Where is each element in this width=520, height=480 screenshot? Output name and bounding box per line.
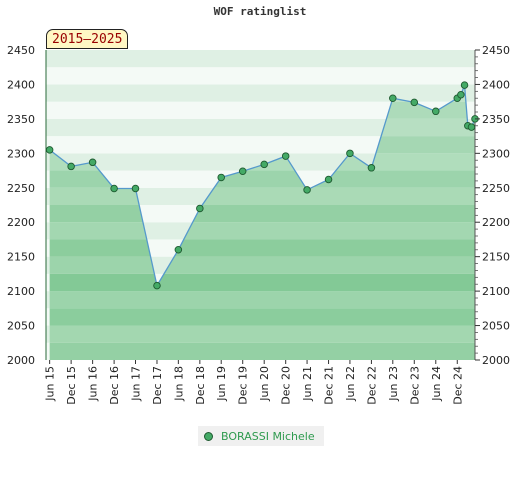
y-tick-label-left: 2100 — [7, 285, 35, 298]
y-tick-label-left: 2200 — [7, 216, 35, 229]
data-point — [410, 98, 419, 107]
y-tick-label-right: 2300 — [482, 147, 510, 160]
y-tick-label-right: 2400 — [482, 78, 510, 91]
data-point — [196, 204, 204, 213]
y-tick-label-right: 2450 — [482, 44, 510, 57]
legend-label[interactable]: BORASSI Michele — [221, 429, 315, 443]
data-point — [346, 149, 354, 158]
x-tick-label: Dec 23 — [408, 366, 421, 405]
x-tick-label: Dec 24 — [451, 366, 464, 405]
data-point — [67, 162, 75, 171]
data-point — [174, 246, 183, 254]
data-point — [367, 164, 376, 172]
x-tick-label: Dec 18 — [194, 366, 207, 405]
data-point — [110, 184, 118, 193]
x-tick-label: Jun 15 — [44, 366, 57, 402]
legend[interactable]: BORASSI Michele — [198, 426, 324, 446]
data-point — [389, 94, 397, 102]
data-point — [260, 160, 268, 169]
area-band — [49, 308, 475, 326]
area-band — [49, 187, 475, 205]
data-point — [88, 158, 97, 167]
grid-band — [46, 118, 475, 137]
grid-band — [46, 50, 475, 68]
data-point — [457, 91, 465, 99]
grid-band — [46, 136, 475, 154]
x-tick-label: Dec 21 — [323, 366, 336, 405]
area-band — [49, 239, 475, 257]
y-tick-label-right: 2350 — [482, 113, 510, 126]
area-band — [49, 273, 475, 292]
x-tick-label: Dec 19 — [237, 366, 250, 405]
period-badge: 2015–2025 — [46, 29, 129, 49]
x-tick-label: Dec 20 — [280, 366, 293, 405]
area-band — [49, 342, 475, 360]
y-tick-label-left: 2400 — [7, 78, 35, 91]
x-tick-label: Jun 24 — [430, 366, 443, 402]
area-band — [49, 256, 475, 274]
data-point — [281, 152, 290, 160]
data-point — [467, 123, 476, 131]
y-tick-label-right: 2100 — [482, 285, 510, 298]
grid-band — [46, 101, 475, 119]
y-tick-label-left: 2350 — [7, 113, 35, 126]
x-tick-label: Dec 16 — [108, 366, 121, 405]
data-point — [217, 173, 225, 182]
area-band — [49, 291, 475, 309]
x-tick-label: Jun 19 — [215, 366, 228, 402]
area-band — [49, 222, 475, 240]
y-tick-label-left: 2300 — [7, 147, 35, 160]
area-band — [49, 205, 475, 223]
y-tick-label-left: 2250 — [7, 182, 35, 195]
y-tick-label-right: 2000 — [482, 354, 510, 367]
x-tick-label: Dec 15 — [65, 366, 78, 405]
data-point — [460, 81, 469, 89]
x-tick-label: Jun 17 — [129, 366, 142, 402]
area-band — [49, 325, 475, 343]
x-tick-label: Jun 18 — [172, 366, 185, 402]
y-tick-label-right: 2050 — [482, 320, 510, 333]
data-point — [45, 146, 54, 154]
x-tick-label: Jun 20 — [258, 366, 271, 402]
y-tick-label-left: 2000 — [7, 354, 35, 367]
data-point — [303, 186, 311, 194]
y-tick-label-right: 2200 — [482, 216, 510, 229]
y-tick-label-right: 2250 — [482, 182, 510, 195]
y-tick-label-left: 2050 — [7, 320, 35, 333]
chart-title: WOF ratinglist — [213, 5, 307, 18]
x-tick-label: Dec 17 — [151, 366, 164, 405]
x-tick-label: Dec 22 — [365, 366, 378, 405]
data-point — [131, 184, 140, 193]
grid-band — [46, 84, 475, 102]
x-tick-label: Jun 16 — [87, 366, 100, 402]
data-point — [432, 107, 440, 116]
x-tick-label: Jun 21 — [301, 366, 314, 402]
legend-marker-icon — [204, 431, 213, 441]
data-point — [238, 167, 247, 175]
y-tick-label-left: 2150 — [7, 251, 35, 264]
grid-band — [46, 67, 475, 85]
y-tick-label-right: 2150 — [482, 251, 510, 264]
y-tick-label-left: 2450 — [7, 44, 35, 57]
x-tick-label: Jun 22 — [344, 366, 357, 402]
data-point — [324, 175, 333, 184]
x-tick-label: Jun 23 — [387, 366, 400, 402]
data-point — [153, 281, 161, 290]
